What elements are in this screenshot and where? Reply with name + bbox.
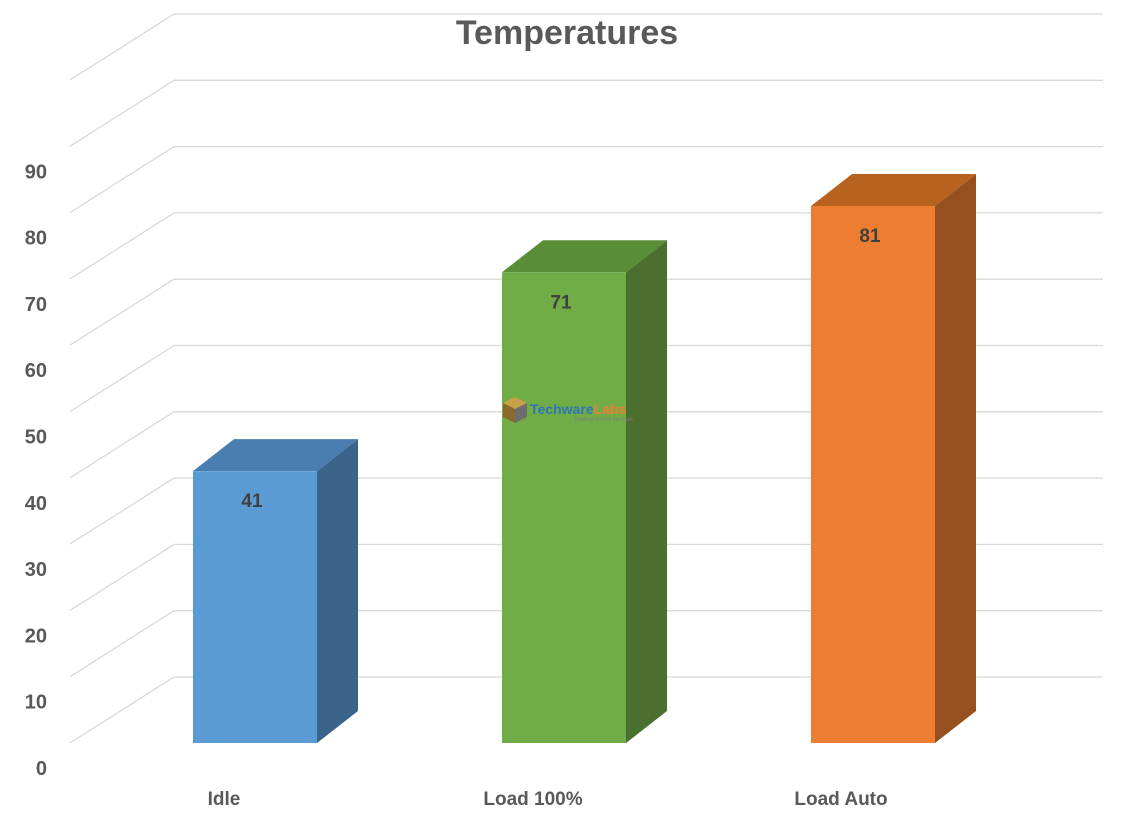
bars: 41 71 81 — [193, 173, 976, 744]
watermark-text: TechwareLabs — [530, 401, 626, 417]
gridline-diagonal — [69, 344, 175, 413]
category-label: Load Auto — [794, 789, 887, 810]
data-label: 81 — [859, 226, 881, 247]
y-tick-label: 70 — [25, 294, 47, 316]
y-axis-ticks: 0 10 20 30 40 50 60 70 80 90 — [25, 161, 47, 780]
chart-title: Temperatures — [455, 14, 679, 52]
gridline-diagonal — [69, 477, 175, 545]
bar-side — [317, 439, 358, 743]
bar-side — [935, 173, 976, 744]
gridline-diagonal — [69, 278, 175, 346]
y-tick-label: 0 — [36, 758, 47, 780]
bar-side — [626, 240, 667, 743]
gridline-diagonal — [69, 610, 175, 678]
bar-top — [193, 439, 358, 472]
category-label: Load 100% — [483, 789, 582, 810]
gridline-diagonal — [69, 676, 175, 744]
y-tick-label: 80 — [25, 228, 47, 250]
gridline-diagonal — [69, 79, 175, 147]
gridline-diagonal — [69, 146, 175, 214]
gridline-diagonal — [69, 13, 175, 81]
techwarelabs-watermark: TechwareLabs Thinking Outside the Case — [503, 397, 633, 423]
category-labels: Idle Load 100% Load Auto — [208, 789, 888, 810]
y-tick-label: 90 — [25, 161, 47, 183]
y-tick-label: 50 — [25, 427, 47, 449]
y-tick-label: 60 — [25, 360, 47, 382]
bar-front — [193, 471, 317, 743]
bar-top — [811, 173, 976, 206]
bar-1: 71 — [502, 240, 667, 743]
category-label: Idle — [208, 789, 241, 810]
cube-logo-icon — [503, 397, 527, 423]
y-tick-label: 10 — [25, 692, 47, 714]
bar-front — [502, 272, 626, 743]
bar-0: 41 — [193, 439, 358, 743]
gridline-diagonal — [69, 411, 175, 479]
data-label: 41 — [241, 491, 263, 512]
bar-top — [502, 240, 667, 273]
y-tick-label: 30 — [25, 559, 47, 581]
watermark-tagline: Thinking Outside the Case — [574, 417, 633, 423]
y-tick-label: 20 — [25, 625, 47, 647]
gridline-diagonal — [69, 543, 175, 611]
bar-front — [811, 205, 935, 744]
bar-2: 81 — [811, 173, 976, 744]
data-label: 71 — [550, 292, 572, 313]
y-tick-label: 40 — [25, 493, 47, 515]
gridline-diagonal — [69, 212, 175, 280]
